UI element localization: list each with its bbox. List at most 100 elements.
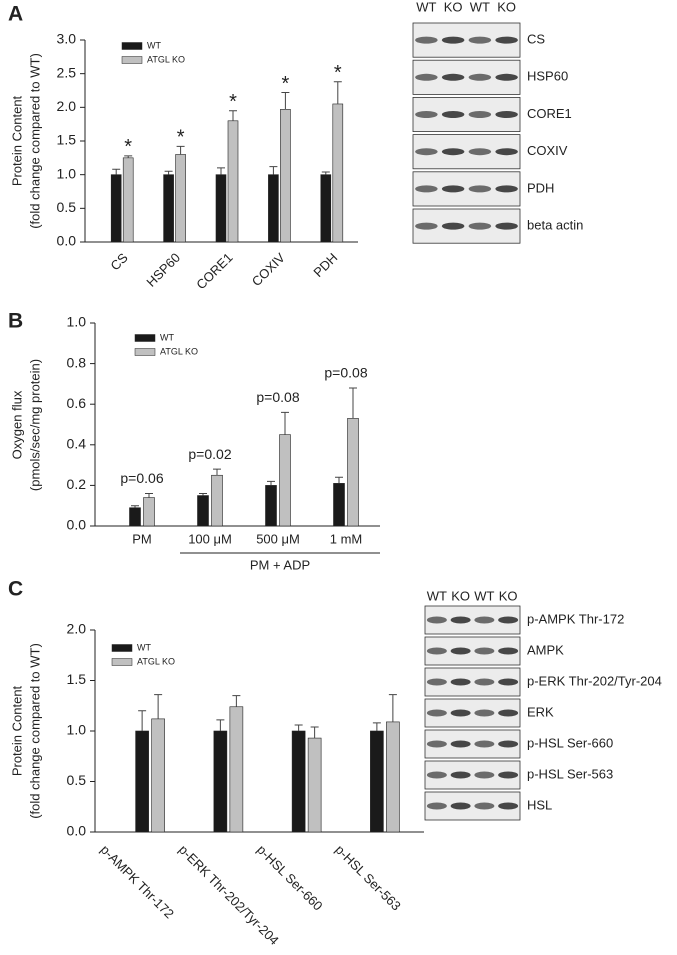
blot-row-label: CS xyxy=(527,32,545,47)
error-bar xyxy=(154,694,163,719)
blot-row-label: p-HSL Ser-660 xyxy=(527,735,613,750)
y-axis-label: (fold change compared to WT) xyxy=(27,643,42,819)
panel-label: B xyxy=(8,310,23,333)
legend-label: WT xyxy=(147,40,161,50)
bar xyxy=(110,174,122,243)
error-bar xyxy=(216,719,225,731)
blot-row-label: HSP60 xyxy=(527,69,568,84)
blot-band xyxy=(450,771,471,779)
blot-band xyxy=(474,616,495,624)
blot-band xyxy=(450,709,471,717)
blot-band xyxy=(468,222,492,230)
blot-band xyxy=(498,647,519,655)
blot-row-label: ERK xyxy=(527,704,554,719)
y-tick-label: 0.6 xyxy=(67,395,87,411)
bar xyxy=(197,495,209,527)
blot-band xyxy=(415,36,438,44)
bar xyxy=(227,120,239,243)
error-bar xyxy=(388,694,397,722)
x-tick-label: CORE1 xyxy=(193,250,235,292)
error-bar xyxy=(138,710,147,731)
error-bar xyxy=(232,695,241,707)
blot-band xyxy=(474,802,495,810)
error-bar xyxy=(229,110,237,121)
legend-swatch xyxy=(121,56,143,64)
y-tick-label: 3.0 xyxy=(57,31,77,47)
blot-row-label: AMPK xyxy=(527,642,564,657)
blot-band xyxy=(498,740,519,748)
blot-band xyxy=(474,740,495,748)
blot-band xyxy=(426,616,447,624)
error-bar xyxy=(199,493,207,496)
blot-band xyxy=(495,185,518,193)
y-axis-label: Protein Content xyxy=(9,95,24,186)
blot-band xyxy=(441,73,465,81)
annotation: p=0.08 xyxy=(324,365,367,381)
error-bar xyxy=(176,145,185,155)
error-bar xyxy=(281,411,289,435)
blot-band xyxy=(468,73,492,81)
legend-swatch xyxy=(111,658,133,666)
blot-band xyxy=(426,771,447,779)
error-bar xyxy=(124,155,133,158)
panel-label: C xyxy=(8,578,23,601)
y-tick-label: 1.0 xyxy=(57,165,77,181)
blot-band xyxy=(474,647,495,655)
bar xyxy=(163,174,174,243)
bar xyxy=(143,497,155,527)
blot-band xyxy=(415,148,438,156)
blot-column-label: WT xyxy=(427,588,447,603)
blot-band xyxy=(415,185,438,193)
blot-row-label: CORE1 xyxy=(527,106,572,121)
blot-column-label: KO xyxy=(444,0,463,14)
blot-band xyxy=(415,73,438,81)
error-bar xyxy=(213,468,221,476)
blot-band xyxy=(495,73,518,81)
bar xyxy=(215,174,227,243)
blot-band xyxy=(426,647,447,655)
blot-row-label: beta actin xyxy=(527,218,583,233)
blot-band xyxy=(415,222,438,230)
y-tick-label: 0.8 xyxy=(67,354,87,370)
error-bar xyxy=(349,387,357,419)
blot-band xyxy=(495,148,518,156)
bar xyxy=(280,109,291,243)
blot-row-label: p-AMPK Thr-172 xyxy=(527,611,624,626)
bar xyxy=(175,154,186,243)
x-tick-label: 500 μM xyxy=(256,531,300,546)
error-bar xyxy=(335,476,343,484)
blot-band xyxy=(498,616,519,624)
legend-swatch xyxy=(111,644,133,652)
panel-label: A xyxy=(8,3,23,26)
y-tick-label: 0.2 xyxy=(67,476,87,492)
bar xyxy=(265,485,277,527)
blot-band xyxy=(441,148,465,156)
blot-column-label: KO xyxy=(451,588,470,603)
legend-swatch xyxy=(134,348,156,356)
y-tick-label: 1.0 xyxy=(67,314,87,330)
blot-row-label: p-ERK Thr-202/Tyr-204 xyxy=(527,673,662,688)
bar xyxy=(347,418,359,527)
legend-label: ATGL KO xyxy=(137,656,175,666)
bar xyxy=(151,718,165,833)
error-bar xyxy=(281,92,290,110)
bar xyxy=(332,103,344,243)
x-tick-label: HSP60 xyxy=(143,250,183,290)
bar xyxy=(291,730,306,833)
y-axis-label: Protein Content xyxy=(9,685,24,776)
group-label: PM + ADP xyxy=(250,557,310,572)
bar xyxy=(229,706,244,833)
y-tick-label: 1.5 xyxy=(57,132,77,148)
blot-band xyxy=(441,222,465,230)
x-tick-label: CS xyxy=(107,250,131,274)
y-axis-label: (pmols/sec/mg protein) xyxy=(27,359,42,491)
bar xyxy=(213,730,228,833)
blot-row-label: HSL xyxy=(527,797,552,812)
blot-band xyxy=(498,678,519,686)
blot-band xyxy=(474,771,495,779)
annotation: p=0.08 xyxy=(256,389,299,405)
blot-band xyxy=(450,740,471,748)
blot-band xyxy=(468,36,492,44)
y-tick-label: 2.5 xyxy=(57,64,77,80)
